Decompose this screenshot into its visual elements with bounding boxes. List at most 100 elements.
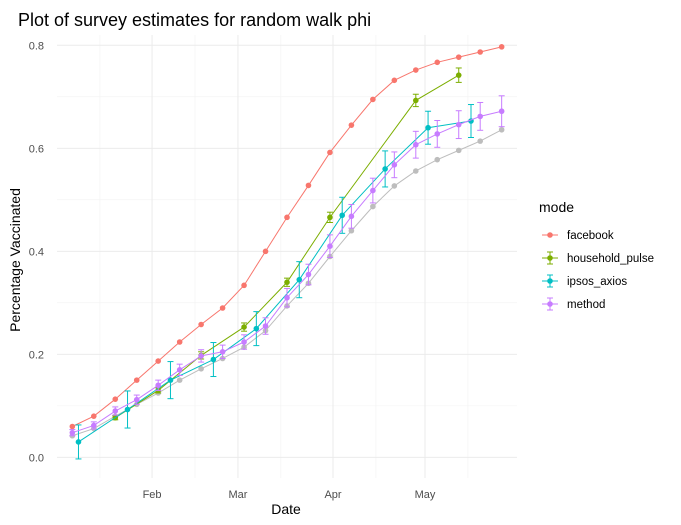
data-point	[391, 183, 398, 189]
data-point	[167, 377, 174, 383]
data-point	[391, 77, 398, 84]
data-point	[498, 108, 505, 115]
data-point	[498, 126, 505, 133]
data-point	[155, 382, 161, 389]
data-point	[176, 339, 183, 345]
data-point	[124, 406, 131, 413]
x-tick-label: May	[415, 489, 436, 501]
y-tick-label: 0.0	[29, 452, 44, 464]
series-facebook	[69, 44, 505, 430]
data-point	[296, 276, 303, 283]
data-point	[434, 131, 441, 137]
data-point	[413, 67, 419, 73]
data-point	[284, 294, 290, 301]
legend-key-point	[547, 255, 553, 261]
data-point	[434, 59, 441, 66]
data-point	[176, 367, 183, 373]
data-point	[305, 182, 312, 189]
data-point	[262, 323, 269, 329]
data-point	[434, 156, 441, 163]
data-point	[370, 187, 376, 194]
y-axis-title: Percentage Vaccinated	[7, 188, 23, 332]
legend-item-household-pulse: household_pulse	[542, 251, 654, 265]
data-point	[305, 271, 312, 278]
data-point	[498, 44, 505, 50]
data-point	[284, 279, 290, 286]
x-axis-title: Date	[271, 501, 301, 517]
data-point	[75, 439, 82, 445]
y-tick-label: 0.4	[29, 246, 44, 258]
series-method	[69, 95, 505, 437]
legend-key-point	[547, 278, 553, 284]
data-point	[327, 243, 333, 249]
chart-title: Plot of survey estimates for random walk…	[18, 10, 371, 30]
data-point	[370, 203, 376, 210]
x-tick-label: Mar	[228, 489, 247, 501]
data-point	[413, 97, 419, 104]
data-point	[219, 305, 226, 311]
data-point	[327, 214, 333, 221]
series-ipsos-axios	[75, 104, 474, 460]
data-point	[219, 348, 226, 355]
data-point	[69, 429, 76, 436]
data-point	[477, 138, 484, 144]
data-point	[348, 213, 355, 220]
series-layer	[69, 44, 505, 460]
legend-label: facebook	[567, 230, 614, 242]
data-point	[112, 396, 119, 402]
data-point	[241, 282, 247, 289]
data-point	[455, 72, 462, 78]
series-line	[115, 74, 459, 419]
axes: Feb Mar Apr May 0.0 0.2 0.4 0.6 0.8	[29, 40, 436, 501]
data-point	[477, 49, 484, 55]
data-point	[262, 248, 269, 255]
data-point	[176, 377, 183, 383]
data-point	[382, 166, 388, 172]
data-point	[253, 325, 260, 332]
data-point	[455, 121, 462, 128]
data-point	[413, 168, 419, 174]
data-point	[425, 124, 431, 131]
y-tick-label: 0.6	[29, 143, 44, 155]
data-point	[69, 423, 76, 430]
data-point	[91, 413, 97, 419]
data-point	[198, 321, 204, 328]
data-point	[339, 212, 346, 219]
data-point	[241, 339, 247, 345]
data-point	[133, 396, 140, 403]
data-point	[348, 227, 355, 234]
data-point	[112, 408, 119, 414]
data-point	[413, 141, 419, 148]
data-point	[370, 96, 376, 103]
data-point	[477, 113, 484, 120]
legend-label: ipsos_axios	[567, 276, 627, 288]
y-tick-label: 0.8	[29, 40, 44, 52]
legend-title: mode	[539, 199, 574, 215]
data-point	[133, 377, 140, 383]
data-point	[198, 365, 204, 372]
x-tick-label: Feb	[143, 489, 162, 501]
data-point	[210, 356, 217, 363]
data-point	[391, 162, 398, 168]
data-point	[155, 358, 161, 364]
legend-item-facebook: facebook	[542, 230, 614, 242]
data-point	[455, 54, 462, 60]
legend-item-method: method	[542, 297, 605, 311]
legend-key-point	[547, 301, 553, 307]
x-tick-label: Apr	[324, 489, 341, 501]
data-point	[241, 324, 247, 330]
data-point	[455, 147, 462, 154]
y-tick-label: 0.2	[29, 349, 44, 361]
series-line	[72, 46, 502, 427]
data-point	[327, 149, 333, 156]
legend-item-ipsos-axios: ipsos_axios	[542, 274, 627, 288]
data-point	[284, 214, 290, 221]
legend: mode facebook household_pulse ipsos_axiosm…	[539, 199, 654, 311]
data-point	[348, 122, 355, 128]
legend-key-point	[547, 232, 553, 238]
legend-label: method	[567, 299, 605, 311]
data-point	[91, 422, 97, 429]
series-household-pulse	[112, 67, 462, 421]
data-point	[198, 353, 204, 359]
